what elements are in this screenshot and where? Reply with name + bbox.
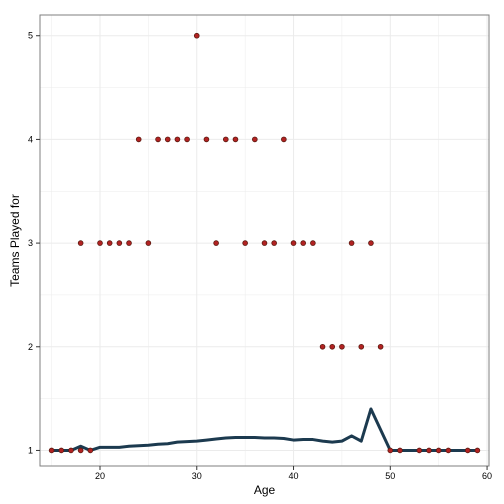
- y-axis-title: Teams Played for: [8, 194, 22, 287]
- data-point: [242, 240, 248, 246]
- data-point: [348, 240, 355, 246]
- x-tick-label: 50: [385, 471, 395, 481]
- data-point: [261, 240, 268, 246]
- data-point: [426, 447, 432, 454]
- data-point: [97, 240, 103, 246]
- data-point: [319, 343, 326, 350]
- y-tick-label: 1: [28, 445, 33, 455]
- data-point: [77, 240, 84, 246]
- x-tick-labels: 20 30 40 50 60: [95, 471, 492, 481]
- tick-marks: [36, 35, 488, 470]
- panel-border: [39, 14, 490, 467]
- y-tick-labels: 1 2 3 4 5: [28, 31, 33, 456]
- data-point: [232, 136, 239, 143]
- data-point: [300, 240, 307, 246]
- data-point: [329, 343, 336, 350]
- data-point: [87, 447, 94, 454]
- data-point: [68, 447, 74, 454]
- data-point: [474, 447, 481, 454]
- data-point: [203, 136, 210, 143]
- data-point: [126, 240, 132, 246]
- y-tick-label: 3: [28, 238, 33, 248]
- data-point: [135, 136, 142, 143]
- x-tick-label: 30: [192, 471, 202, 481]
- data-point: [310, 240, 316, 246]
- data-point: [58, 447, 65, 454]
- data-point: [222, 136, 229, 143]
- data-point: [416, 447, 423, 454]
- data-point: [387, 447, 394, 454]
- data-point: [48, 447, 55, 454]
- points-layer: [48, 32, 481, 454]
- data-point: [445, 447, 452, 454]
- data-point: [397, 447, 403, 454]
- data-point: [358, 343, 365, 350]
- data-point: [184, 136, 190, 143]
- data-point: [193, 32, 200, 39]
- data-point: [164, 136, 171, 143]
- data-point: [174, 136, 181, 143]
- data-point: [435, 447, 442, 454]
- x-tick-label: 60: [482, 471, 492, 481]
- data-point: [368, 240, 374, 246]
- y-tick-label: 2: [28, 342, 33, 352]
- y-tick-label: 5: [28, 31, 33, 41]
- data-point: [377, 343, 384, 350]
- data-point: [290, 240, 297, 246]
- data-point: [77, 447, 84, 454]
- data-point: [281, 136, 287, 143]
- data-point: [155, 136, 161, 143]
- data-point: [464, 447, 471, 454]
- data-point: [339, 343, 345, 350]
- data-point: [145, 240, 152, 246]
- x-tick-label: 20: [95, 471, 105, 481]
- x-axis-title: Age: [254, 483, 276, 497]
- x-tick-label: 40: [289, 471, 299, 481]
- data-point: [116, 240, 123, 246]
- data-point: [213, 240, 219, 246]
- y-tick-label: 4: [28, 134, 33, 144]
- data-point: [106, 240, 113, 246]
- data-point: [271, 240, 277, 246]
- data-point: [252, 136, 258, 143]
